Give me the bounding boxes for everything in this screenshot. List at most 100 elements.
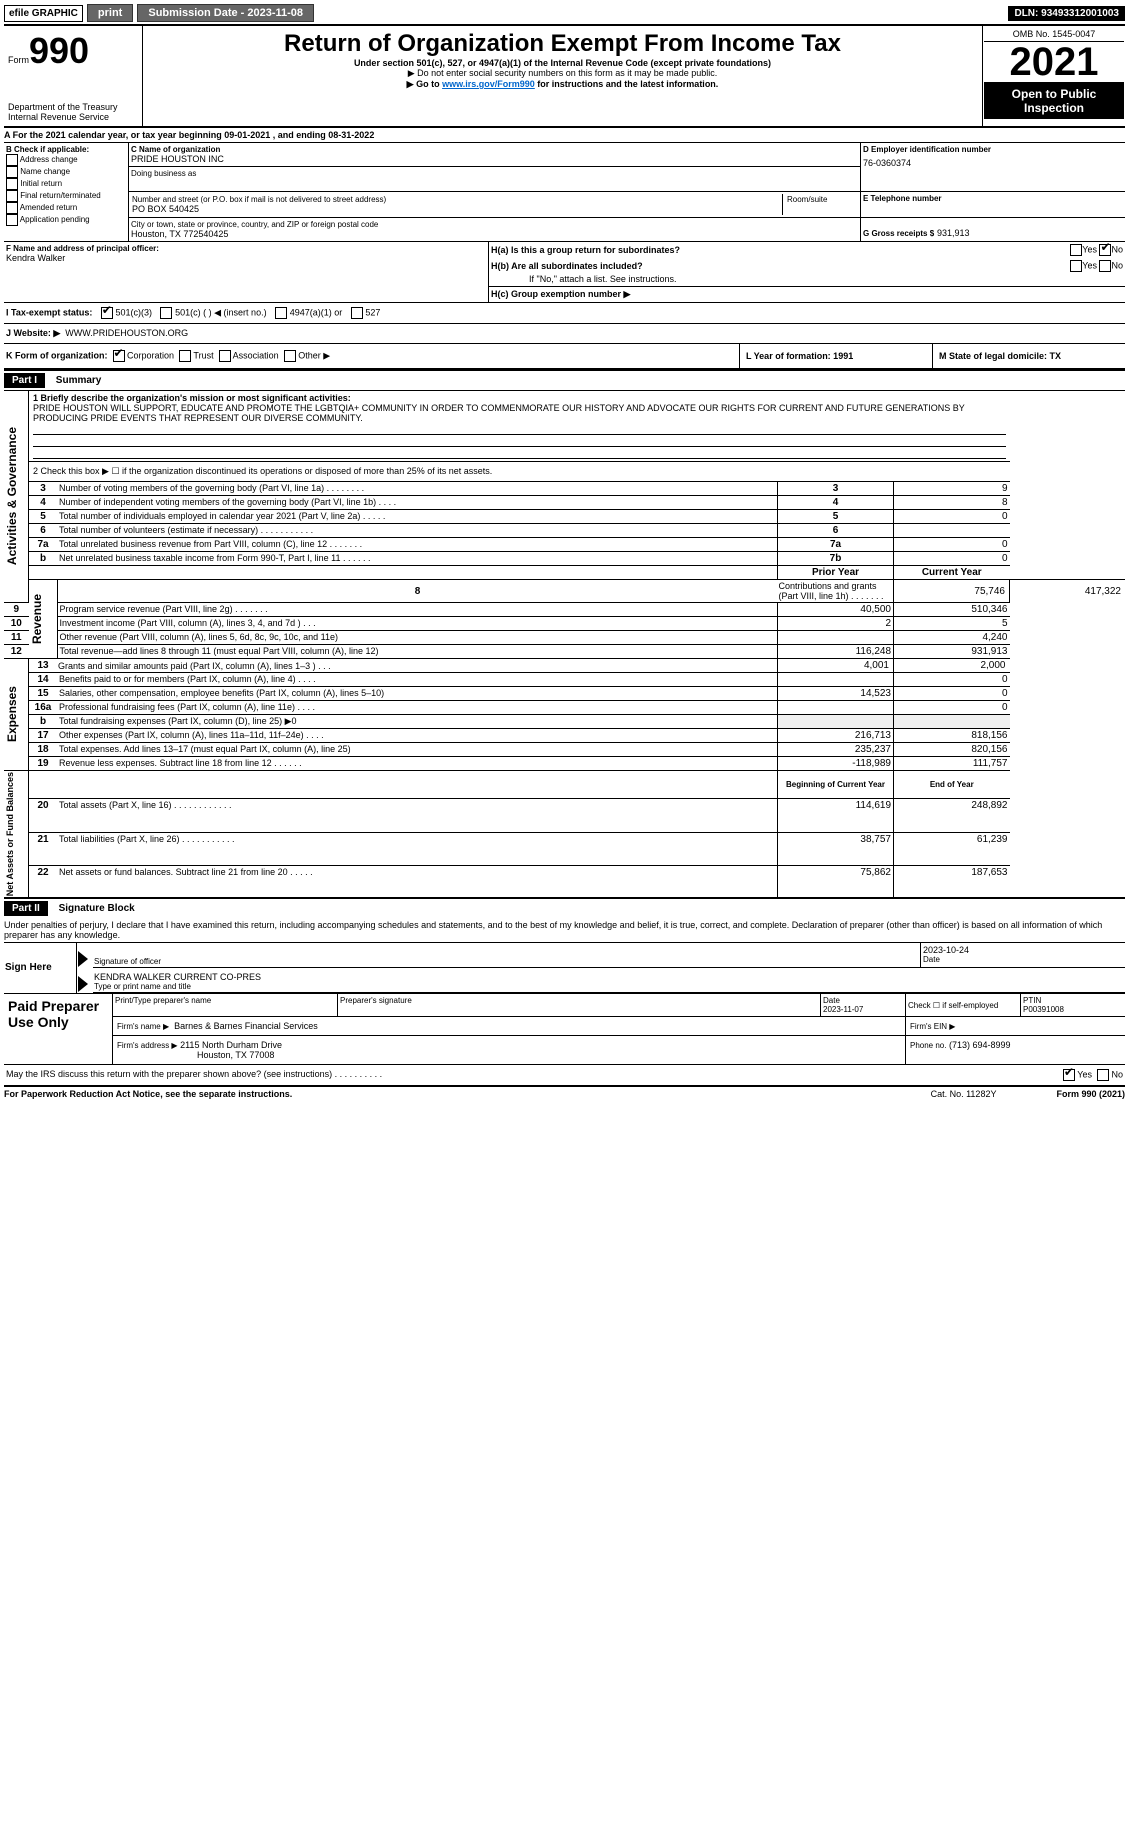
i-label: I Tax-exempt status: (6, 308, 92, 318)
addr-label: Number and street (or P.O. box if mail i… (132, 195, 781, 204)
addr-value: PO BOX 540425 (132, 204, 781, 214)
gov-row-4: 4Number of independent voting members of… (4, 496, 1125, 510)
exp-row-16a: 16aProfessional fundraising fees (Part I… (4, 701, 1125, 715)
e-phone-label: E Telephone number (861, 192, 1126, 218)
print-button[interactable]: print (87, 4, 133, 22)
sig-date-label: Date (923, 955, 1123, 964)
rev-row-10: 10Investment income (Part VIII, column (… (4, 617, 1125, 631)
open-public-label: Open to Public Inspection (984, 83, 1124, 119)
form-subtitle: Under section 501(c), 527, or 4947(a)(1)… (147, 58, 978, 68)
k-other-checkbox[interactable] (284, 350, 296, 362)
g-label: G Gross receipts $ (863, 229, 934, 238)
hdr-end: End of Year (894, 771, 1010, 799)
discuss-no-checkbox[interactable] (1097, 1069, 1109, 1081)
net-row-22: 22Net assets or fund balances. Subtract … (4, 865, 1125, 897)
form-ref: Form 990 (2021) (1056, 1089, 1125, 1099)
part2-subtitle: Signature Block (51, 903, 135, 914)
side-rev: Revenue (30, 594, 44, 644)
i-4947-checkbox[interactable] (275, 307, 287, 319)
opt-amended-return[interactable]: Amended return (6, 202, 126, 214)
opt-name-change[interactable]: Name change (6, 166, 126, 178)
submission-date-button[interactable]: Submission Date - 2023-11-08 (137, 4, 314, 22)
k-assoc-checkbox[interactable] (219, 350, 231, 362)
net-row-20: 20Total assets (Part X, line 16) . . . .… (4, 799, 1125, 832)
form-note1: ▶ Do not enter social security numbers o… (147, 68, 978, 79)
opt-application-pending[interactable]: Application pending (6, 214, 126, 226)
d-ein-label: D Employer identification number (863, 145, 1123, 154)
officer-group-table: F Name and address of principal officer:… (4, 241, 1125, 302)
k-trust-checkbox[interactable] (179, 350, 191, 362)
hb-label: H(b) Are all subordinates included? (491, 261, 643, 271)
website-value: WWW.PRIDEHOUSTON.ORG (65, 328, 188, 338)
entity-info-table: B Check if applicable: Address change Na… (4, 143, 1125, 241)
side-net: Net Assets or Fund Balances (5, 772, 15, 896)
gov-row-7b: bNet unrelated business taxable income f… (4, 552, 1125, 566)
firm-ein-label: Firm's EIN ▶ (906, 1017, 1126, 1036)
j-label: J Website: ▶ (6, 328, 60, 338)
ha-no-checkbox[interactable] (1099, 244, 1111, 256)
opt-final-return[interactable]: Final return/terminated (6, 190, 126, 202)
exp-row-19: 19Revenue less expenses. Subtract line 1… (4, 757, 1125, 771)
sig-arrow-icon-2 (78, 976, 88, 992)
gov-row-6: 6Total number of volunteers (estimate if… (4, 524, 1125, 538)
g-value: 931,913 (937, 228, 970, 238)
exp-row-16b: bTotal fundraising expenses (Part IX, co… (4, 715, 1125, 729)
room-label: Room/suite (783, 194, 859, 215)
hb-yes-checkbox[interactable] (1070, 260, 1082, 272)
form-word: Form990 (8, 30, 138, 72)
firm-name: Barnes & Barnes Financial Services (174, 1021, 318, 1031)
sign-here-table: Sign Here Signature of officer 2023-10-2… (4, 943, 1125, 993)
side-gov: Activities & Governance (5, 427, 19, 565)
l2-text: 2 Check this box ▶ ☐ if the organization… (29, 462, 1010, 482)
gov-row-3: 3Number of voting members of the governi… (4, 482, 1125, 496)
discuss-row: May the IRS discuss this return with the… (4, 1064, 1125, 1085)
l1-text: PRIDE HOUSTON WILL SUPPORT, EDUCATE AND … (33, 403, 1006, 423)
city-label: City or town, state or province, country… (131, 220, 858, 229)
type-label: Type or print name and title (94, 982, 1124, 991)
hdr-prior: Prior Year (778, 566, 894, 580)
firm-addr1: 2115 North Durham Drive (180, 1040, 282, 1050)
pra-notice: For Paperwork Reduction Act Notice, see … (4, 1089, 931, 1099)
exp-row-15: 15Salaries, other compensation, employee… (4, 687, 1125, 701)
tax-exempt-row: I Tax-exempt status: 501(c)(3) 501(c) ( … (4, 302, 1125, 323)
klm-row: K Form of organization: Corporation Trus… (4, 344, 1125, 369)
paid-preparer-table: Paid Preparer Use Only Print/Type prepar… (4, 993, 1125, 1064)
ha-label: H(a) Is this a group return for subordin… (491, 245, 680, 255)
dept-label: Department of the Treasury (8, 102, 138, 112)
k-corp-checkbox[interactable] (113, 350, 125, 362)
dba-label: Doing business as (131, 169, 858, 178)
f-label: F Name and address of principal officer: (6, 244, 486, 253)
i-501c-checkbox[interactable] (160, 307, 172, 319)
pp-selfemp[interactable]: Check ☐ if self-employed (906, 994, 1021, 1017)
sign-here-label: Sign Here (4, 943, 77, 993)
pp-name-label: Print/Type preparer's name (113, 994, 338, 1017)
section-b-label: B Check if applicable: (6, 145, 126, 154)
rev-row-12: 12Total revenue—add lines 8 through 11 (… (4, 645, 1125, 659)
sig-date-val: 2023-10-24 (923, 945, 1123, 955)
hdr-beg: Beginning of Current Year (778, 771, 894, 799)
k-label: K Form of organization: (6, 350, 108, 360)
section-a: A For the 2021 calendar year, or tax yea… (4, 128, 1125, 143)
irs-link[interactable]: www.irs.gov/Form990 (442, 79, 535, 89)
discuss-yes-checkbox[interactable] (1063, 1069, 1075, 1081)
hb-no-checkbox[interactable] (1099, 260, 1111, 272)
ha-yes-checkbox[interactable] (1070, 244, 1082, 256)
i-501c3-checkbox[interactable] (101, 307, 113, 319)
form-title: Return of Organization Exempt From Incom… (147, 30, 978, 58)
part1-table: Activities & Governance 1 Briefly descri… (4, 390, 1125, 897)
opt-address-change[interactable]: Address change (6, 154, 126, 166)
c-name-label: C Name of organization (131, 145, 858, 154)
m-state: M State of legal domicile: TX (933, 344, 1126, 369)
i-527-checkbox[interactable] (351, 307, 363, 319)
rev-row-9: 9Program service revenue (Part VIII, lin… (4, 603, 1125, 617)
exp-row-18: 18Total expenses. Add lines 13–17 (must … (4, 743, 1125, 757)
sig-off-label: Signature of officer (94, 957, 919, 966)
ein-value: 76-0360374 (863, 158, 1123, 168)
dln-label: DLN: 93493312001003 (1008, 6, 1125, 21)
part2-title: Part II (4, 901, 48, 916)
part2-decl: Under penalties of perjury, I declare th… (4, 918, 1125, 943)
part1-subtitle: Summary (48, 375, 102, 386)
hb-note: If "No," attach a list. See instructions… (489, 274, 1126, 287)
hc-label: H(c) Group exemption number ▶ (491, 289, 630, 299)
opt-initial-return[interactable]: Initial return (6, 178, 126, 190)
